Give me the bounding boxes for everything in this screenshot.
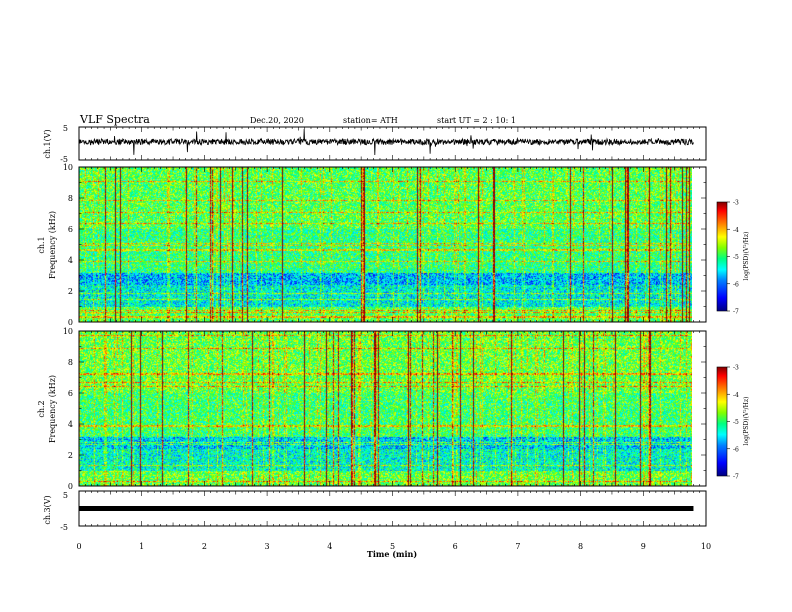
colorbar-tick-label: -3 [733,200,739,207]
ch1-colorbar-ticks: -3 -4 -5 -6 -7 [727,200,739,316]
colorbar-tick-label: -6 [733,446,739,453]
ch1-waveform-panel: 5 -5 ch.1(V) [43,124,707,164]
ch1-channel-label: ch.1 [37,236,46,253]
ch2-frequency-ylabel: Frequency (kHz) [48,375,57,443]
ch1-waveform-line [79,129,694,156]
time-axis-tick-label: 0 [76,542,81,551]
colorbar-tick-label: -3 [733,365,739,372]
colorbar-tick-label: -6 [733,281,739,288]
ch2-colorbar-label: log(PSD)(V²/Hz) [743,397,750,446]
frequency-tick-label: 2 [68,451,73,460]
frequency-tick-label: 10 [63,327,73,336]
ch3-waveform-line [79,506,694,511]
frequency-tick-label: 6 [68,225,73,234]
ch3-ytick-top: 5 [63,491,68,500]
ch2-spectrogram-xticks [78,331,707,486]
ch2-channel-label: ch.2 [37,400,46,417]
frequency-tick-label: 4 [68,256,73,265]
time-axis-tick-label: 8 [578,542,583,551]
time-axis-xlabel: Time (min) [367,549,417,559]
ch2-spectrogram-image [79,331,692,486]
time-axis-tick-label: 4 [327,542,332,551]
start-time-label: start UT = 2 : 10: 1 [437,116,516,125]
time-axis-tick-label: 9 [641,542,646,551]
frequency-tick-label: 8 [68,194,73,203]
ch3-waveform-xticks [78,491,707,526]
time-axis-tick-label: 6 [453,542,458,551]
ch1-spectrogram-xticks [78,167,707,322]
station-label: station= ATH [343,116,398,125]
colorbar-tick-label: -4 [733,227,739,234]
frequency-tick-label: 10 [63,163,73,172]
ch1-ytick-top: 5 [63,124,68,133]
time-axis-tick-label: 10 [701,542,711,551]
time-axis-ticklabels: 0 1 2 3 4 5 6 7 8 9 10 [76,542,711,551]
time-axis-tick-label: 1 [139,542,144,551]
frequency-tick-label: 4 [68,420,73,429]
ch2-colorbar [716,366,728,477]
ch1-spectrogram-image [79,167,692,322]
ch1-colorbar-label: log(PSD)(V²/Hz) [743,232,750,281]
ch1-ytick-bottom: -5 [60,155,68,164]
time-axis-tick-label: 7 [515,542,520,551]
ch1-colorbar [716,201,728,312]
colorbar-tick-label: -5 [733,419,739,426]
ch1-waveform-ylabel: ch.1(V) [43,129,52,158]
ch2-colorbar-ticks: -3 -4 -5 -6 -7 [727,365,739,481]
frequency-tick-label: 2 [68,287,73,296]
ch3-waveform-ylabel: ch.3(V) [43,495,52,524]
ch3-waveform-panel: 5 -5 ch.3(V) 0 1 2 3 4 5 6 7 8 9 10 Time (min) [43,490,711,559]
date-label: Dec.20, 2020 [250,116,304,125]
frequency-tick-label: 6 [68,389,73,398]
colorbar-tick-label: -4 [733,392,739,399]
ch1-frequency-ylabel: Frequency (kHz) [48,211,57,279]
ch1-waveform-xticks [78,127,707,160]
frequency-tick-label: 0 [68,482,73,491]
time-axis-tick-label: 3 [265,542,270,551]
colorbar-tick-label: -7 [733,474,739,481]
colorbar-tick-label: -7 [733,309,739,316]
ch3-ytick-bottom: -5 [60,523,68,532]
ch1-spectrogram-yticks: 0 2 4 6 8 10 [63,163,706,327]
frequency-tick-label: 0 [68,318,73,327]
figure-title: VLF Spectra [79,113,150,126]
ch2-spectrogram-yticks: 0 2 4 6 8 10 [63,327,706,491]
time-axis-tick-label: 5 [390,542,395,551]
time-axis-tick-label: 2 [202,542,207,551]
frequency-tick-label: 8 [68,358,73,367]
colorbar-tick-label: -5 [733,254,739,261]
